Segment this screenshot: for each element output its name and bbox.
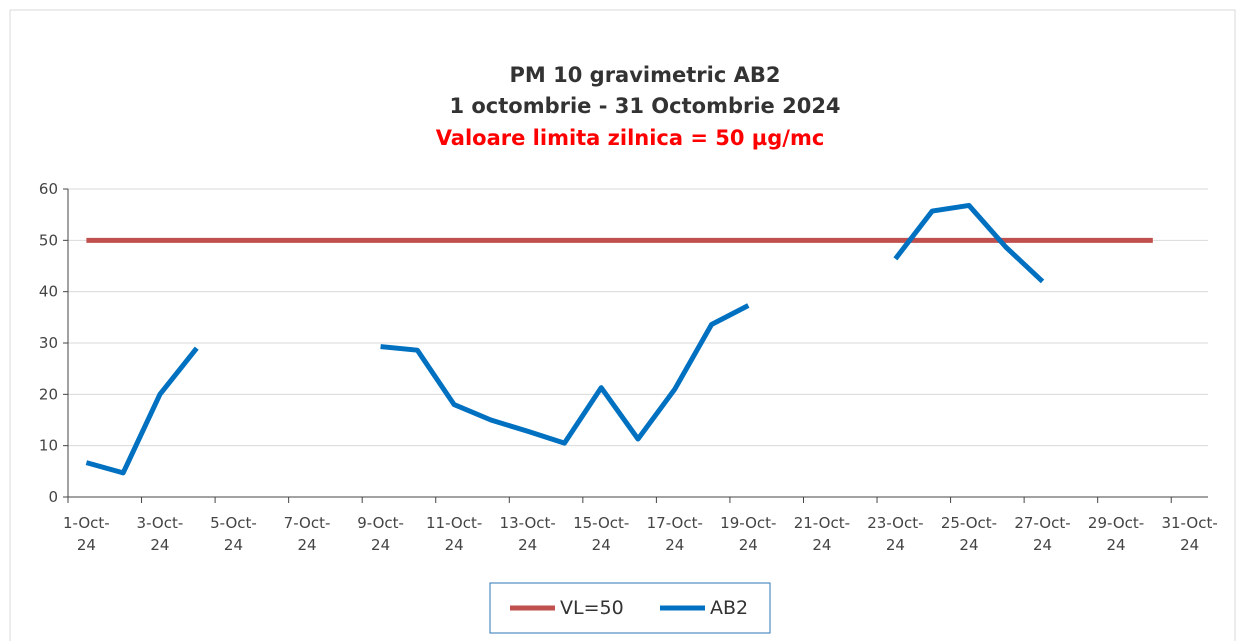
x-tick-label: 15-Oct-24: [573, 514, 630, 554]
x-tick-label: 5-Oct-24: [210, 514, 257, 554]
y-tick-label: 0: [48, 488, 58, 506]
annotation: Valoare limita zilnica = 50 µg/mc: [436, 126, 825, 150]
x-tick-label: 23-Oct-24: [867, 514, 924, 554]
x-tick-label: 17-Oct-24: [646, 514, 703, 554]
line-series: [85, 346, 199, 476]
legend-label: VL=50: [560, 597, 624, 619]
chart-border: [9, 9, 1236, 641]
legend-label: AB2: [710, 597, 748, 619]
x-tick-label: 21-Oct-24: [793, 514, 850, 554]
x-tick-label: 11-Oct-24: [425, 514, 483, 554]
line-series: [893, 202, 1045, 284]
chart-subtitle: 1 octombrie - 31 Octombrie 2024: [449, 94, 840, 118]
x-tick-label: 19-Oct-24: [720, 514, 777, 554]
x-tick-label: 27-Oct-24: [1014, 514, 1071, 554]
x-tick-label: 25-Oct-24: [940, 514, 998, 554]
y-tick-label: 40: [39, 283, 58, 301]
line-series: [380, 303, 750, 446]
x-tick-label: 13-Oct-24: [499, 514, 556, 554]
y-tick-label: 20: [39, 385, 58, 403]
y-tick-label: 30: [39, 334, 58, 352]
x-tick-label: 7-Oct-24: [283, 514, 331, 554]
chart-title: PM 10 gravimetric AB2: [510, 63, 781, 87]
x-tick-label: 3-Oct-24: [136, 514, 184, 554]
x-tick-label: 31-Oct-24: [1161, 514, 1218, 554]
y-tick-label: 60: [39, 180, 58, 198]
x-tick-label: 9-Oct-24: [357, 514, 404, 554]
y-tick-label: 10: [39, 437, 58, 455]
x-tick-label: 29-Oct-24: [1087, 514, 1145, 554]
legend-box: [489, 582, 771, 634]
y-tick-label: 50: [39, 231, 58, 249]
x-tick-label: 1-Oct-24: [63, 514, 110, 554]
